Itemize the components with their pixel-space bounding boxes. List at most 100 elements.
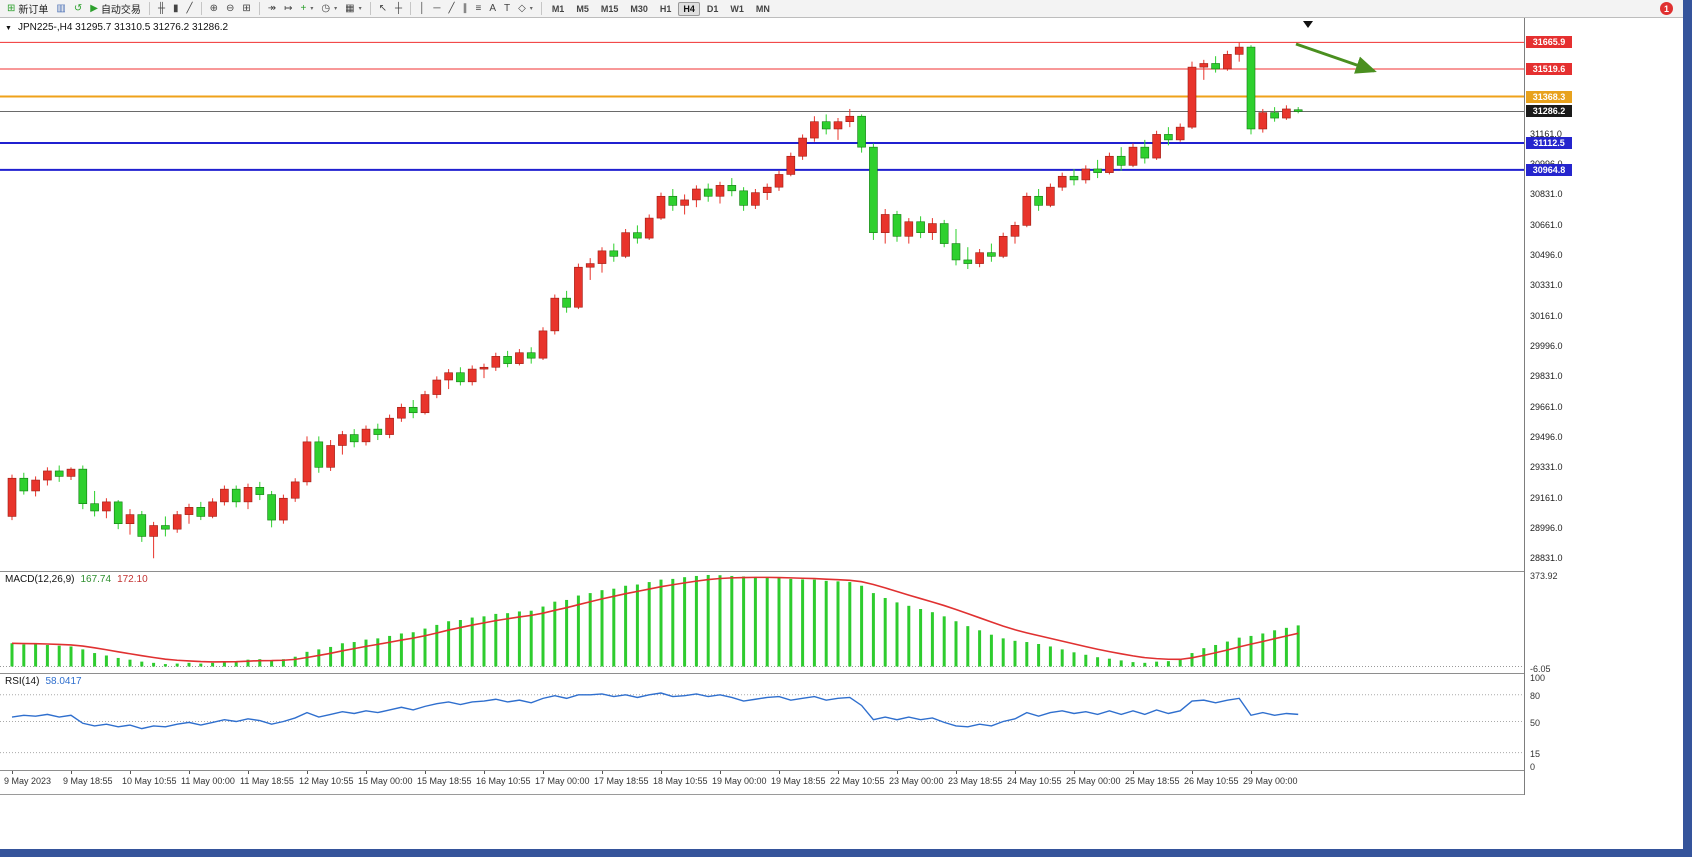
candle-body	[1234, 46, 1244, 55]
macd-histogram-bar	[293, 656, 297, 667]
arrows-shapes-icon[interactable]: ◇ ▾	[514, 1, 537, 17]
main-toolbar: ⊞ 新订单 ▥ ↺ ▶ 自动交易 ╫ ▮ ╱ ⊕ ⊖ ⊞ ↠ ↦ + ▾ ◷ ▾ ▦ ▾ ↖ ┼ │ ─ ╱ ∥ ≡ A T ◇ ▾ M1 M5…	[0, 0, 1692, 18]
dropdown-caret-icon: ▾	[334, 6, 338, 12]
timeframe-button-m1[interactable]: M1	[551, 3, 565, 14]
candle-body	[939, 223, 949, 244]
bar-chart-mode-icon[interactable]: ╫	[154, 1, 169, 17]
price-scale[interactable]: 31161.030996.030831.030661.030496.030331…	[1525, 18, 1683, 795]
macd-histogram-bar	[329, 646, 333, 667]
toolbar-separator	[369, 2, 371, 15]
macd-histogram-bar	[447, 621, 451, 667]
templates-button[interactable]: ▦ ▾	[341, 1, 365, 17]
candle-body	[479, 366, 489, 370]
chart-shift-icon[interactable]: ↦	[280, 1, 296, 17]
candlestick-mode-icon[interactable]: ▮	[169, 1, 183, 17]
horizontal-line-icon[interactable]: ─	[429, 1, 444, 17]
timeframe-button-m30[interactable]: M30	[630, 3, 648, 14]
time-axis-tick	[543, 771, 544, 774]
macd-histogram-bar	[222, 661, 226, 667]
text-icon[interactable]: A	[485, 1, 500, 17]
candle-body	[975, 252, 984, 264]
macd-histogram-bar	[104, 655, 108, 667]
timeframe-button-h4[interactable]: H4	[678, 1, 700, 16]
add-indicator-button[interactable]: + ▾	[297, 1, 318, 17]
panel-divider-rsi[interactable]	[0, 671, 1524, 675]
candle-body	[19, 477, 29, 492]
time-axis[interactable]: 9 May 2023 9 May 18:55 10 May 10:55 11 May …	[0, 770, 1692, 795]
macd-histogram-bar	[989, 634, 993, 667]
candle-body	[231, 488, 241, 503]
rsi-scale-label: 50	[1530, 717, 1541, 728]
candle-body	[456, 372, 465, 383]
charts-window-icon[interactable]: ▥	[52, 1, 69, 17]
candle-body	[668, 195, 678, 206]
timeframe-button-mn[interactable]: MN	[755, 3, 770, 14]
macd-histogram-bar	[1096, 657, 1100, 667]
candle-body	[54, 470, 64, 477]
macd-histogram-bar	[364, 639, 368, 667]
price-chart-panel[interactable]: ▼ JPN225-,H4 31295.7 31310.5 31276.2 312…	[0, 18, 1524, 571]
date-label: 9 May 2023	[4, 776, 52, 786]
macd-scale-label: -6.05	[1530, 664, 1551, 674]
new-order-button[interactable]: ⊞ 新订单	[3, 1, 52, 17]
vertical-line-icon[interactable]: │	[415, 1, 429, 17]
cursor-icon[interactable]: ↖	[375, 1, 391, 17]
candle-body	[998, 235, 1008, 257]
macd-plot[interactable]	[0, 572, 1524, 672]
refresh-icon[interactable]: ↺	[70, 1, 86, 17]
date-label: 23 May 00:00	[889, 776, 944, 786]
autotrading-button[interactable]: ▶ 自动交易	[86, 1, 145, 17]
candle-body	[432, 379, 442, 395]
timeframe-button-m5[interactable]: M5	[576, 3, 589, 14]
timeframe-button-m15[interactable]: M15	[600, 3, 619, 14]
notification-badge[interactable]: 1	[1660, 2, 1673, 15]
tile-windows-icon[interactable]: ⊞	[238, 1, 254, 17]
text-label-icon[interactable]: T	[500, 1, 514, 17]
chart-collapse-icon[interactable]: ▼	[5, 25, 12, 32]
macd-histogram-bar	[659, 579, 663, 667]
vertical-scrollbar[interactable]	[1683, 0, 1692, 857]
channel-icon[interactable]: ∥	[458, 1, 471, 17]
macd-signal-value: 172.10	[117, 574, 148, 585]
rsi-plot[interactable]	[0, 674, 1524, 769]
macd-panel[interactable]: MACD(12,26,9) 167.74 172.10	[0, 571, 1524, 673]
candle-body	[1010, 225, 1020, 237]
fibonacci-icon[interactable]: ≡	[471, 1, 485, 17]
price-scale-border	[1524, 18, 1525, 795]
price-level-badge: 31519.6	[1526, 63, 1572, 75]
candle-body	[751, 192, 760, 206]
rsi-panel[interactable]: RSI(14) 58.0417	[0, 673, 1524, 770]
macd-histogram-bar	[411, 632, 415, 667]
macd-histogram-bar	[128, 659, 132, 667]
candle-body	[31, 479, 40, 492]
macd-histogram-bar	[305, 651, 309, 667]
macd-histogram-bar	[1178, 659, 1182, 667]
candle-body	[550, 297, 560, 332]
zoom-in-icon[interactable]: ⊕	[206, 1, 222, 17]
date-label: 15 May 18:55	[417, 776, 472, 786]
trend-arrow-annotation[interactable]	[1295, 42, 1377, 74]
chart-shift-marker-icon[interactable]	[1303, 21, 1313, 28]
candle-body	[597, 250, 607, 264]
date-label: 19 May 18:55	[771, 776, 826, 786]
macd-histogram-bar	[730, 575, 734, 667]
periods-button[interactable]: ◷ ▾	[317, 1, 341, 17]
macd-histogram-bar	[753, 576, 757, 667]
date-label: 22 May 10:55	[830, 776, 885, 786]
zoom-out-icon[interactable]: ⊖	[222, 1, 238, 17]
timeframe-button-d1[interactable]: D1	[706, 3, 719, 14]
candle-body	[574, 266, 583, 308]
panel-divider-macd[interactable]	[0, 569, 1524, 573]
macd-histogram-bar	[57, 645, 61, 667]
candle-body	[125, 514, 135, 525]
candle-body	[987, 252, 996, 257]
candlestick-plot[interactable]	[0, 18, 1524, 571]
trendline-icon[interactable]: ╱	[444, 1, 458, 17]
line-chart-mode-icon[interactable]: ╱	[183, 1, 197, 17]
auto-scroll-icon[interactable]: ↠	[264, 1, 280, 17]
timeframe-button-w1[interactable]: W1	[730, 3, 744, 14]
macd-histogram-bar	[399, 633, 403, 667]
timeframe-button-h1[interactable]: H1	[659, 3, 672, 14]
crosshair-icon[interactable]: ┼	[391, 1, 406, 17]
macd-histogram-bar	[187, 662, 191, 667]
